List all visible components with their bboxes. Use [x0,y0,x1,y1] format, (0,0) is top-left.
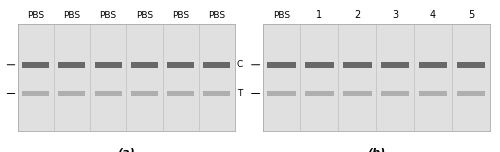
Bar [22,91,49,96]
Text: 2: 2 [354,10,360,20]
Bar [54,24,90,131]
Bar [267,91,296,96]
Text: PBS: PBS [136,11,153,20]
Bar [343,62,372,68]
Bar [381,62,410,68]
Bar [167,91,194,96]
Bar [167,62,194,68]
Text: PBS: PBS [64,11,80,20]
Bar [204,91,231,96]
Bar [419,91,448,96]
Text: T: T [237,89,242,98]
Text: PBS: PBS [273,11,290,20]
Bar [58,62,86,68]
Text: PBS: PBS [27,11,44,20]
Bar [457,91,486,96]
Text: PBS: PBS [208,11,226,20]
Text: (b): (b) [367,148,386,152]
Text: 1: 1 [316,10,322,20]
Bar [22,62,49,68]
Text: 5: 5 [468,10,474,20]
Bar [131,62,158,68]
Bar [457,62,486,68]
Bar [94,91,122,96]
Bar [94,62,122,68]
Bar [376,24,414,131]
Bar [262,24,300,131]
Bar [267,62,296,68]
Text: 4: 4 [430,10,436,20]
Text: PBS: PBS [172,11,189,20]
Bar [305,62,334,68]
Bar [305,91,334,96]
Bar [58,91,86,96]
Bar [419,62,448,68]
Bar [204,62,231,68]
Bar [300,24,339,131]
Bar [18,24,54,131]
Bar [131,91,158,96]
Bar [343,91,372,96]
Text: 3: 3 [392,10,398,20]
Bar [126,24,162,131]
Text: (a): (a) [118,148,135,152]
Text: C: C [236,60,243,69]
Bar [381,91,410,96]
Bar [414,24,452,131]
Bar [198,24,235,131]
Bar [338,24,376,131]
Bar [452,24,490,131]
Text: PBS: PBS [100,11,116,20]
Bar [90,24,126,131]
Bar [162,24,199,131]
